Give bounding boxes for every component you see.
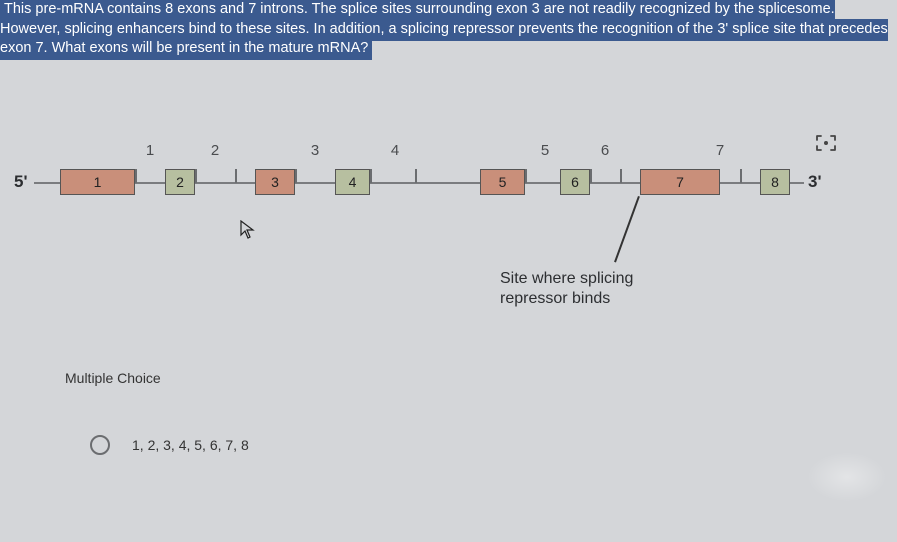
radio-icon[interactable] (90, 435, 110, 455)
callout-line (614, 196, 639, 262)
exon-box: 4 (335, 169, 370, 195)
callout-line2: repressor binds (500, 289, 633, 309)
intron-label: 5 (541, 142, 549, 159)
intron-label: 4 (391, 142, 399, 159)
tick (295, 169, 297, 183)
tick (590, 169, 592, 183)
exon-box: 5 (480, 169, 525, 195)
mc-option-text: 1, 2, 3, 4, 5, 6, 7, 8 (132, 437, 249, 453)
axis (590, 182, 640, 184)
axis (195, 182, 255, 184)
axis (370, 182, 480, 184)
mc-option-1[interactable]: 1, 2, 3, 4, 5, 6, 7, 8 (90, 435, 249, 455)
exon-box: 3 (255, 169, 295, 195)
mc-heading: Multiple Choice (65, 370, 161, 386)
axis (34, 182, 60, 184)
exon-box: 2 (165, 169, 195, 195)
intron-label: 6 (601, 142, 609, 159)
mrna-diagram: 5' 3' 1234567 12345678 Site where splici… (0, 114, 897, 264)
exon-box: 7 (640, 169, 720, 195)
intron-label: 7 (716, 142, 724, 159)
callout-text: Site where splicing repressor binds (500, 269, 633, 309)
axis (790, 182, 804, 184)
axis (295, 182, 335, 184)
tick (235, 169, 237, 183)
axis (525, 182, 560, 184)
three-prime-label: 3' (808, 172, 822, 192)
exon-box: 6 (560, 169, 590, 195)
intron-label: 1 (146, 142, 154, 159)
question-block: This pre-mRNA contains 8 exons and 7 int… (0, 0, 897, 59)
tick (135, 169, 137, 183)
callout-line1: Site where splicing (500, 269, 633, 289)
intron-label: 2 (211, 142, 219, 159)
cursor-icon (240, 220, 256, 245)
intron-label: 3 (311, 142, 319, 159)
tick (620, 169, 622, 183)
exon-box: 1 (60, 169, 135, 195)
question-text: This pre-mRNA contains 8 exons and 7 int… (0, 0, 888, 60)
axis (135, 182, 165, 184)
five-prime-label: 5' (14, 172, 28, 192)
exon-box: 8 (760, 169, 790, 195)
tick (525, 169, 527, 183)
tick (740, 169, 742, 183)
tick (195, 169, 197, 183)
glare (807, 452, 887, 502)
viewfinder-icon (815, 134, 837, 152)
tick (370, 169, 372, 183)
tick (415, 169, 417, 183)
